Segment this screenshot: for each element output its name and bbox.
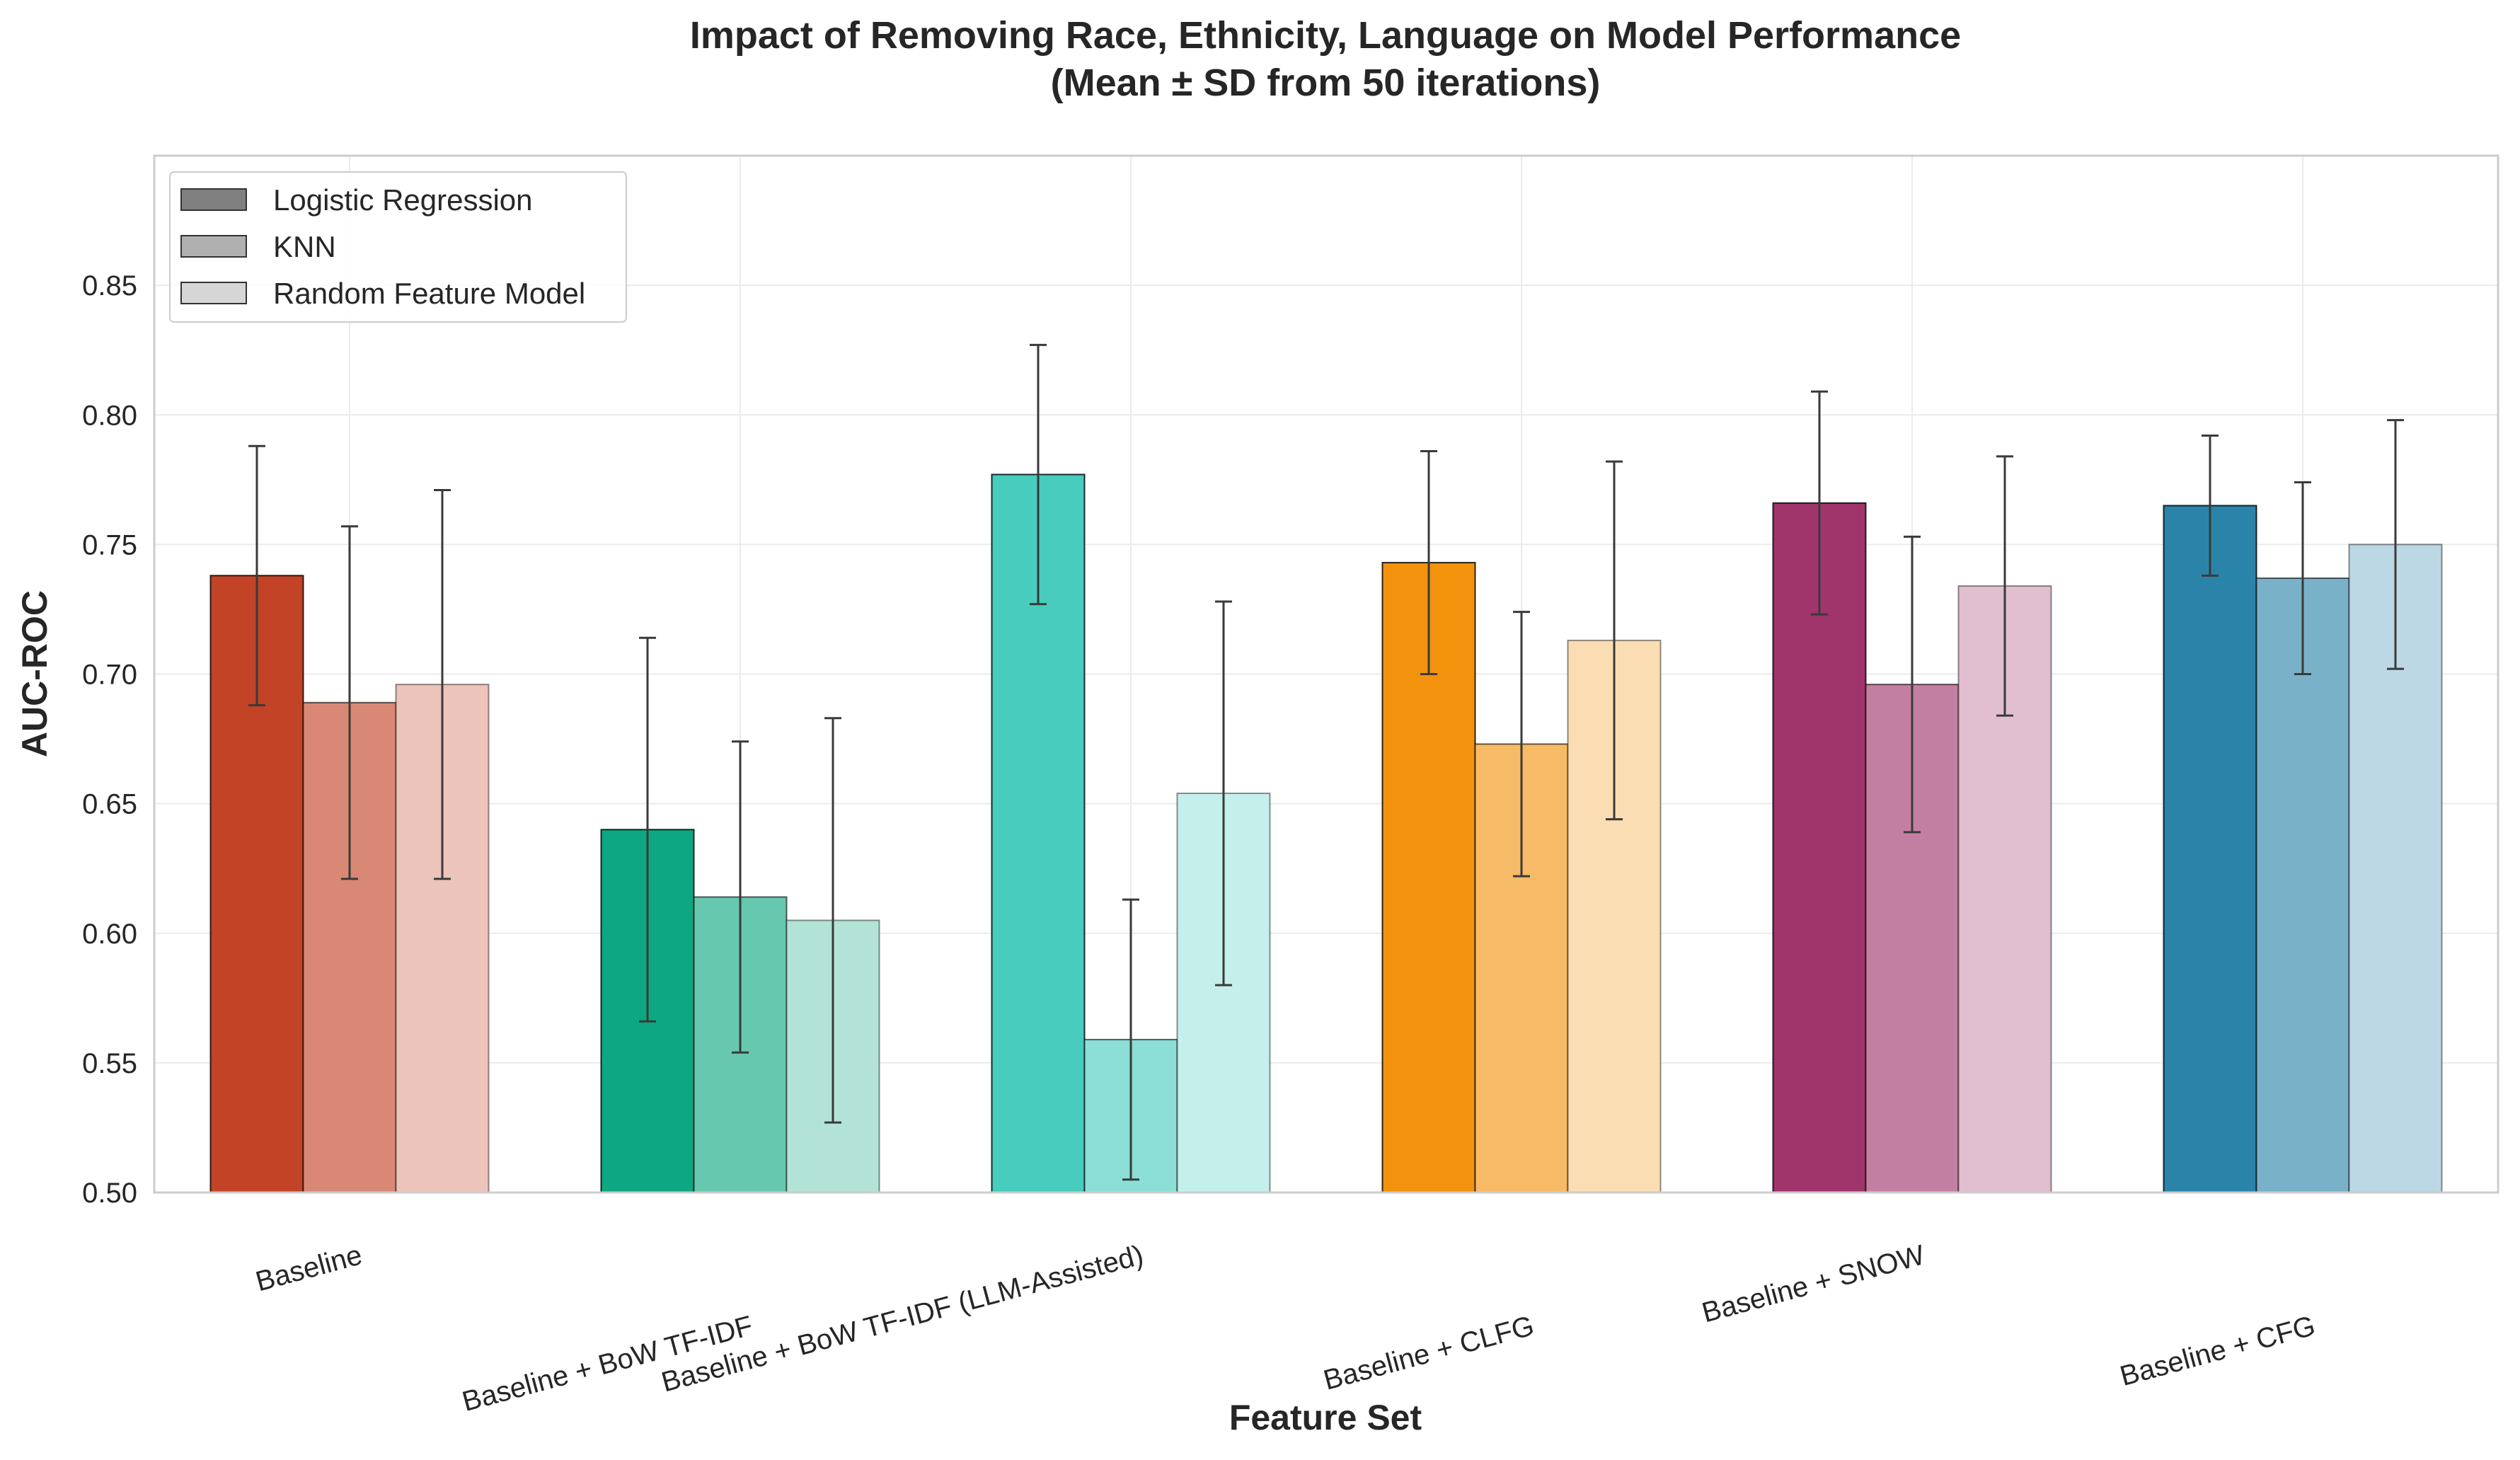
- y-tick-label: 0.70: [82, 660, 137, 691]
- legend: Logistic Regression KNN Random Feature Mod…: [169, 171, 627, 323]
- y-tick-label: 0.65: [82, 789, 137, 820]
- legend-swatch: [180, 282, 247, 304]
- error-bars: [248, 343, 2404, 1181]
- y-tick-label: 0.85: [82, 270, 137, 301]
- bar: [2255, 577, 2350, 1193]
- x-tick-label: Baseline + CFG: [2117, 1310, 2318, 1392]
- y-tick-label: 0.75: [82, 529, 137, 561]
- bar: [2163, 505, 2257, 1193]
- x-axis-title: Feature Set: [1229, 1398, 1422, 1437]
- chart-title: Impact of Removing Race, Ethnicity, Lang…: [690, 14, 1961, 57]
- legend-frame: [169, 171, 627, 323]
- legend-label: Random Feature Model: [273, 277, 585, 310]
- legend-swatch: [180, 235, 247, 258]
- legend-label: KNN: [273, 230, 336, 263]
- y-tick-label: 0.80: [82, 400, 137, 431]
- y-tick-label: 0.55: [82, 1048, 137, 1079]
- x-tick-label: Baseline + CLFG: [1321, 1310, 1538, 1396]
- x-tick-label: Baseline: [253, 1239, 366, 1297]
- x-tick-label: Baseline + SNOW: [1698, 1239, 1928, 1328]
- chart-subtitle: (Mean ± SD from 50 iterations): [1051, 62, 1601, 104]
- bars: [209, 473, 2443, 1193]
- y-axis-title: AUC-ROC: [15, 590, 54, 757]
- legend-label: Logistic Regression: [273, 183, 533, 217]
- y-tick-labels: 0.50 0.55 0.60 0.65 0.70 0.75 0.80 0.85: [82, 270, 137, 1209]
- y-tick-label: 0.60: [82, 919, 137, 950]
- legend-swatch: [180, 188, 247, 211]
- y-tick-label: 0.50: [82, 1178, 137, 1209]
- plot-frame: [153, 154, 2499, 1194]
